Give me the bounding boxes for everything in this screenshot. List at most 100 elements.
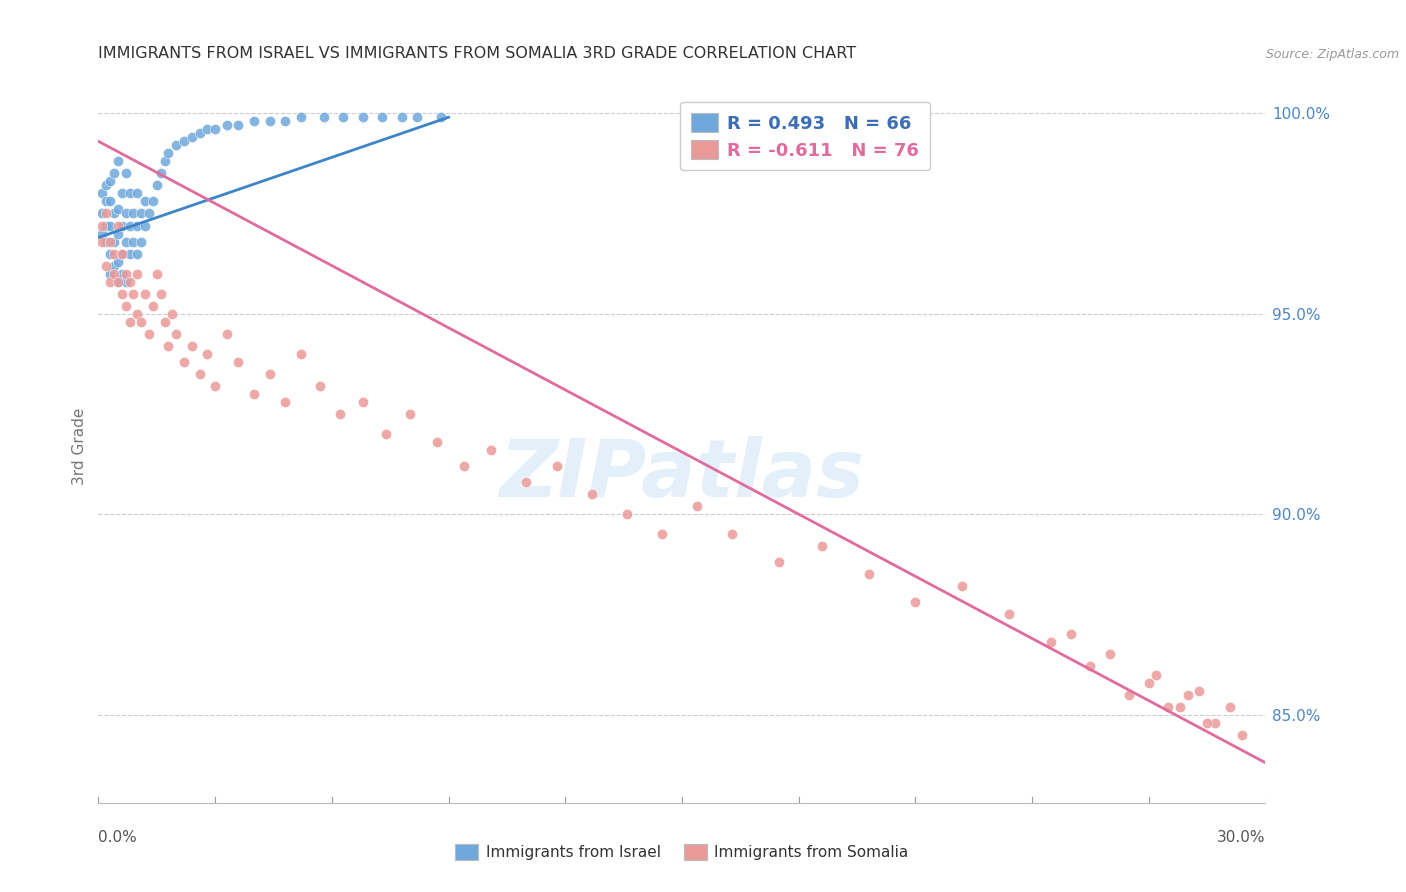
Point xyxy=(127,246,149,260)
Point xyxy=(103,206,125,220)
Point xyxy=(188,367,211,381)
Point xyxy=(127,267,149,281)
Point xyxy=(515,475,537,489)
Point xyxy=(107,154,129,169)
Point xyxy=(118,275,141,289)
Point xyxy=(98,194,121,209)
Point xyxy=(1060,627,1083,641)
Point xyxy=(352,395,374,409)
Point xyxy=(180,130,202,145)
Point xyxy=(96,235,118,249)
Point xyxy=(1177,688,1199,702)
Point xyxy=(107,219,129,233)
Point xyxy=(122,286,145,301)
Point xyxy=(768,555,790,569)
Point xyxy=(134,219,156,233)
Point xyxy=(188,126,211,140)
Point xyxy=(215,326,238,341)
Point xyxy=(96,178,118,193)
Point xyxy=(165,326,187,341)
Point xyxy=(686,499,709,513)
Text: 0.0%: 0.0% xyxy=(98,830,138,845)
Point xyxy=(107,275,129,289)
Point xyxy=(329,407,352,421)
Point xyxy=(114,235,136,249)
Point xyxy=(721,527,744,541)
Point xyxy=(858,567,880,582)
Point xyxy=(651,527,673,541)
Point xyxy=(138,206,160,220)
Point xyxy=(180,339,202,353)
Point xyxy=(581,487,603,501)
Point xyxy=(375,427,398,442)
Point xyxy=(391,110,413,124)
Point xyxy=(96,206,118,220)
Point xyxy=(157,146,180,161)
Point xyxy=(107,275,129,289)
Point xyxy=(103,166,125,180)
Point xyxy=(111,186,134,201)
Point xyxy=(1098,648,1121,662)
Point xyxy=(352,110,374,124)
Point xyxy=(1230,728,1253,742)
Point xyxy=(103,246,125,260)
Point xyxy=(243,387,266,401)
Point xyxy=(118,315,141,329)
Point xyxy=(103,235,125,249)
Point xyxy=(215,118,238,132)
Legend: Immigrants from Israel, Immigrants from Somalia: Immigrants from Israel, Immigrants from … xyxy=(449,838,915,866)
Point xyxy=(243,114,266,128)
Point xyxy=(114,166,136,180)
Point xyxy=(195,122,218,136)
Point xyxy=(111,246,134,260)
Point xyxy=(91,227,114,241)
Point xyxy=(1188,683,1211,698)
Point xyxy=(429,110,451,124)
Point xyxy=(91,206,114,220)
Point xyxy=(546,458,568,473)
Point xyxy=(134,194,156,209)
Point xyxy=(96,219,118,233)
Point xyxy=(98,275,121,289)
Point xyxy=(398,407,420,421)
Point xyxy=(157,339,180,353)
Point xyxy=(173,134,195,148)
Point xyxy=(811,539,834,553)
Point xyxy=(111,246,134,260)
Point xyxy=(1168,699,1191,714)
Point xyxy=(1195,715,1218,730)
Point xyxy=(98,246,121,260)
Point xyxy=(406,110,429,124)
Point xyxy=(122,235,145,249)
Point xyxy=(274,395,297,409)
Point xyxy=(332,110,354,124)
Point xyxy=(127,219,149,233)
Point xyxy=(290,347,312,361)
Point xyxy=(127,307,149,321)
Point xyxy=(274,114,297,128)
Point xyxy=(118,219,141,233)
Point xyxy=(111,219,134,233)
Point xyxy=(107,254,129,268)
Point xyxy=(149,166,172,180)
Point xyxy=(118,246,141,260)
Point xyxy=(122,206,145,220)
Point xyxy=(98,174,121,188)
Point xyxy=(997,607,1019,622)
Point xyxy=(204,122,226,136)
Point xyxy=(96,194,118,209)
Point xyxy=(111,286,134,301)
Point xyxy=(91,235,114,249)
Point xyxy=(107,227,129,241)
Point xyxy=(103,267,125,281)
Point xyxy=(129,206,152,220)
Point xyxy=(138,326,160,341)
Point xyxy=(114,275,136,289)
Point xyxy=(111,267,134,281)
Point xyxy=(1146,667,1168,681)
Text: ZIPatlas: ZIPatlas xyxy=(499,435,865,514)
Point xyxy=(146,267,169,281)
Point xyxy=(259,367,281,381)
Point xyxy=(142,194,165,209)
Point xyxy=(153,315,176,329)
